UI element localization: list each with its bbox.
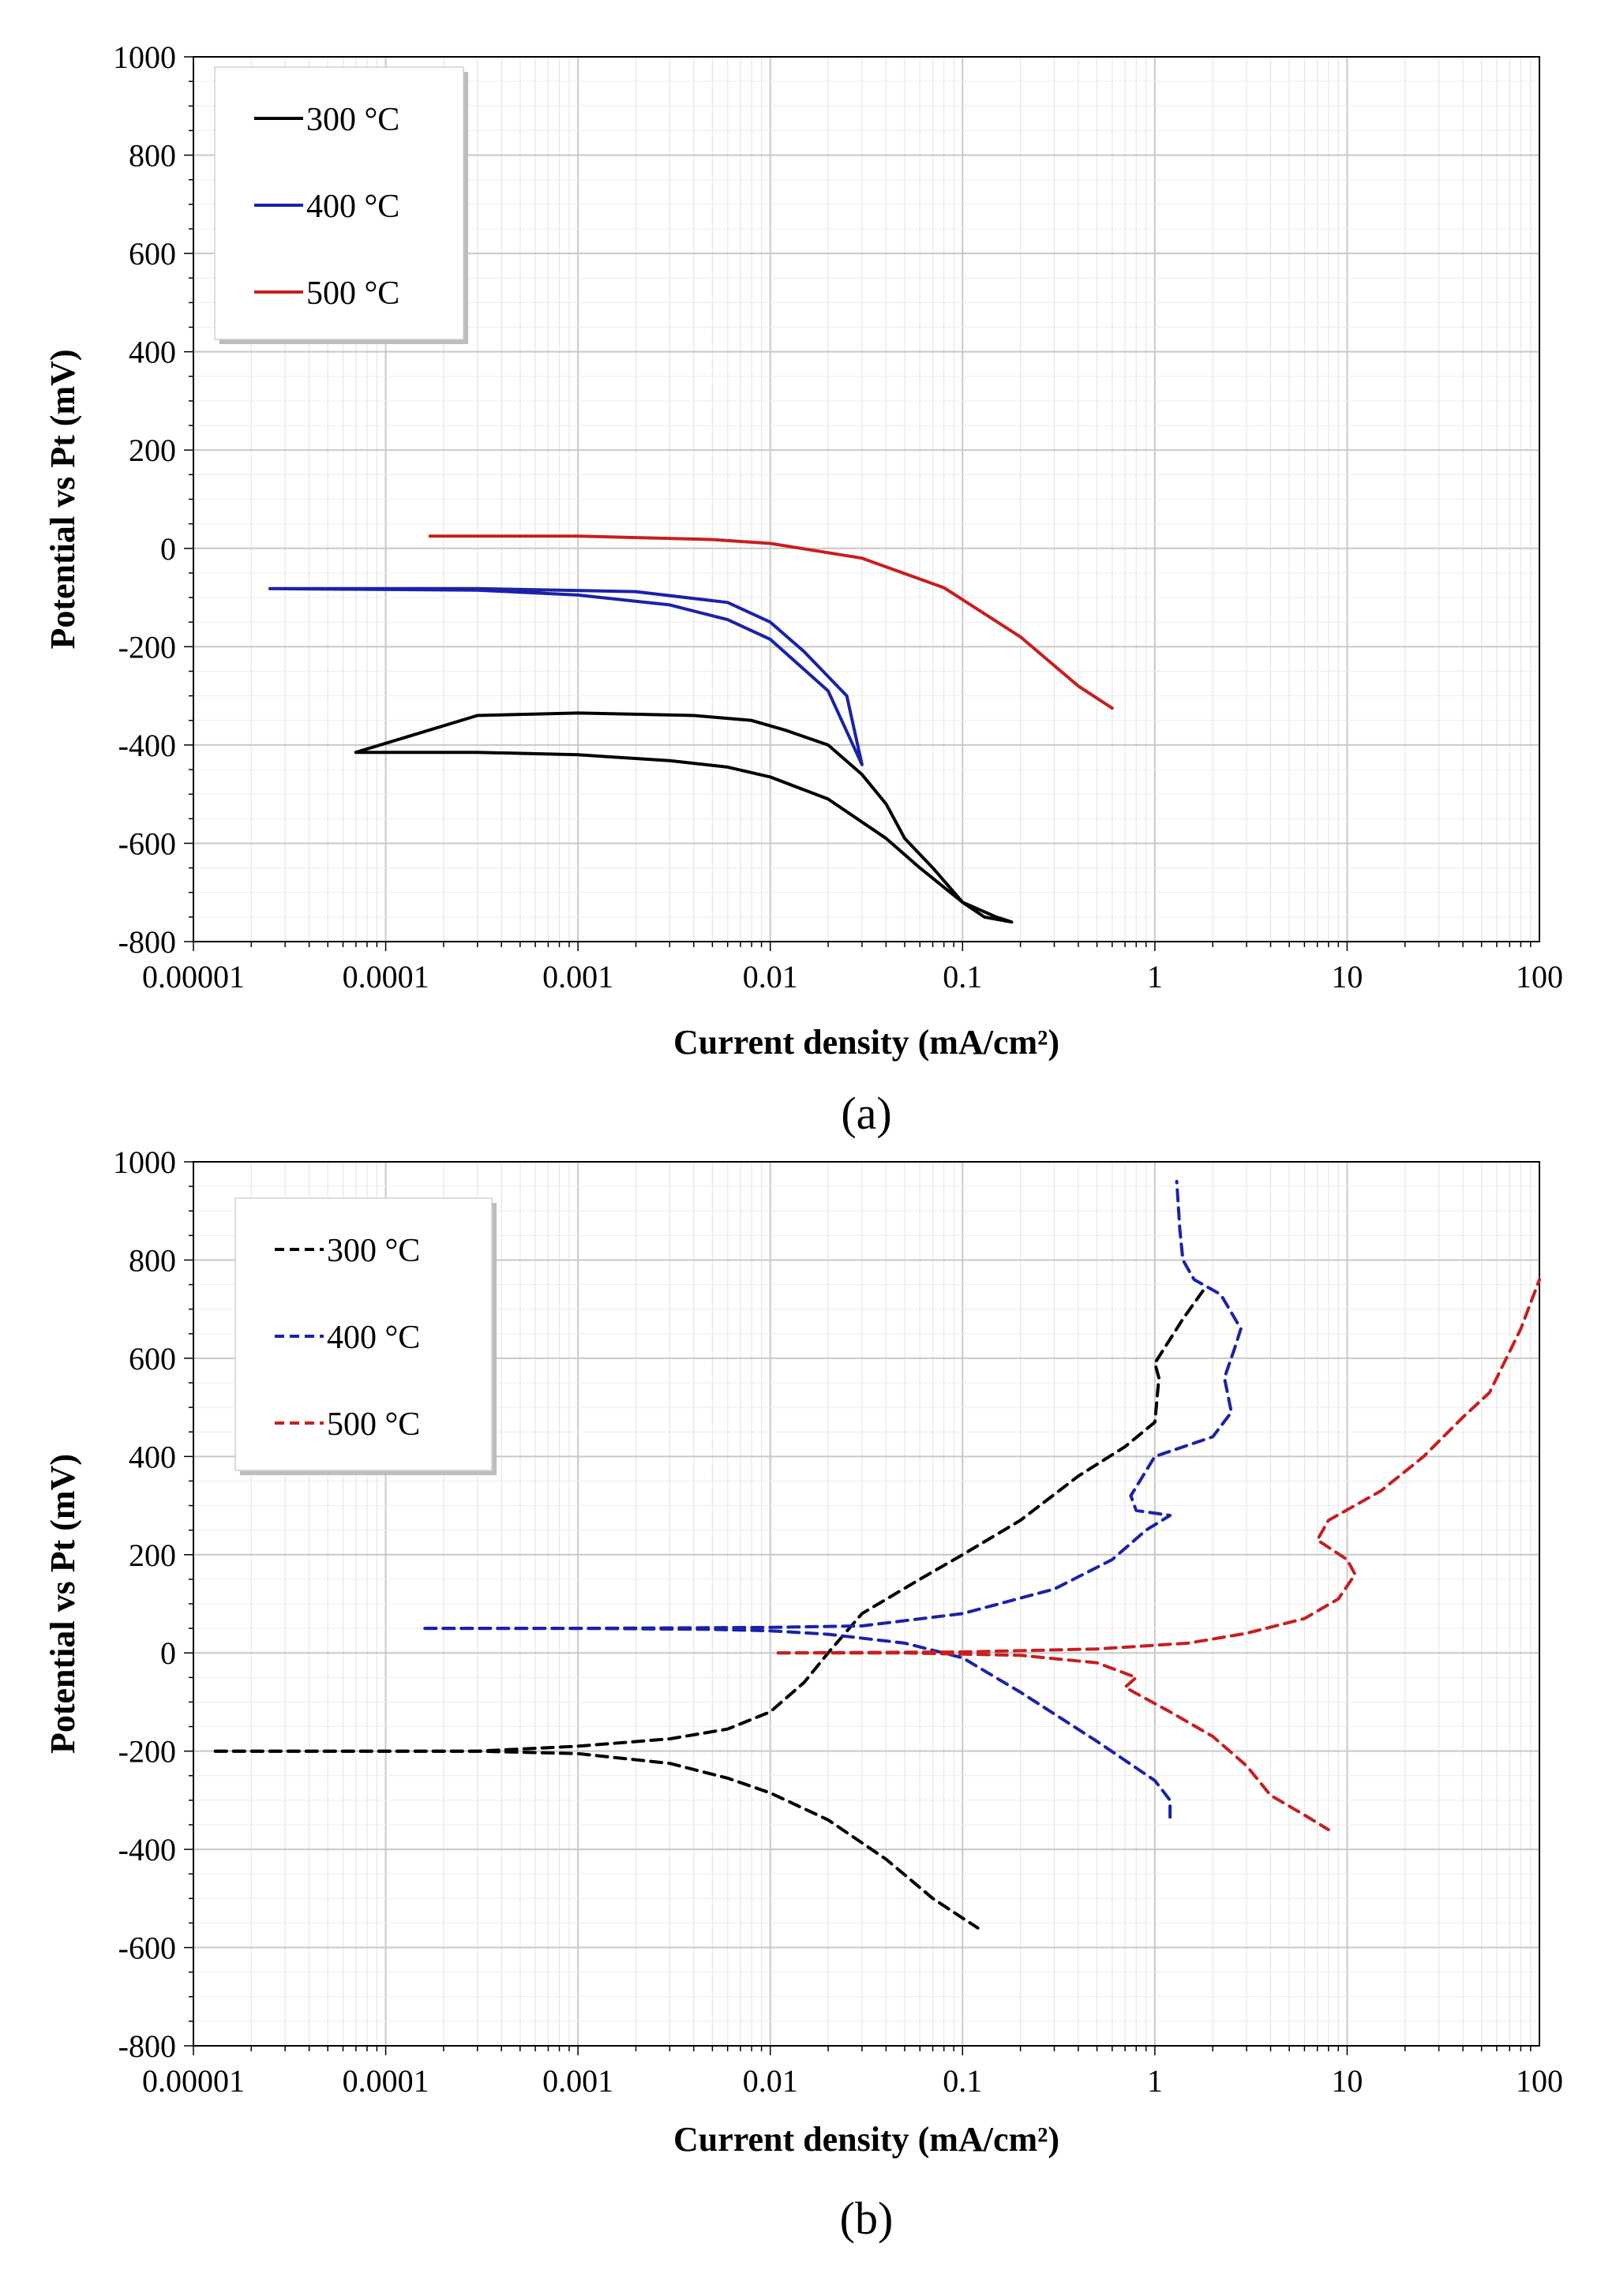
x-tick-label: 10 [1331,2063,1363,2099]
x-tick-label: 0.00001 [142,2063,245,2099]
legend-label: 400 °C [327,1320,420,1356]
series-400C [268,586,864,766]
caption-b: (b) [840,2193,894,2244]
y-tick-label: -800 [118,2028,176,2064]
series-300C [354,711,1014,924]
y-axis-title-b: Potential vs Pt (mV) [43,1454,82,1754]
series-line-300C [354,711,1014,924]
y-tick-label: 400 [129,335,176,370]
y-tick-label: -400 [118,728,176,763]
y-tick-label: 0 [160,531,176,567]
legend-label: 300 °C [327,1233,420,1269]
series-400C [423,1179,1243,1822]
x-tick-label: 0.00001 [142,959,245,994]
caption-a: (a) [841,1088,891,1139]
x-tick-label: 0.001 [542,959,613,994]
series-line-400C-branch-1 [423,1627,1172,1822]
x-tick-label: 1 [1147,2063,1163,2099]
x-tick-label: 0.01 [743,959,798,994]
y-tick-label: 200 [129,1538,176,1573]
y-tick-label: 800 [129,1242,176,1278]
series-line-500C [428,534,1114,710]
x-tick-label: 1 [1147,959,1163,994]
panel-b: 0.00001 0.0001 0.001 0.01 0.1 1 10 100 -800 -600 -… [43,1144,1563,2244]
x-tick-label: 0.0001 [343,2063,429,2099]
legend-box [214,66,464,340]
legend-label: 500 °C [306,275,399,312]
y-tick-label: 600 [129,1341,176,1376]
x-axis-title-a: Current density (mA/cm²) [673,1023,1059,1062]
legend-label: 400 °C [306,189,399,225]
y-tick-label: -400 [118,1832,176,1867]
legend-box [234,1197,493,1471]
legend-label: 300 °C [306,102,399,138]
series-line-400C-branch-2 [423,1179,1243,1631]
y-tick-label: -200 [118,1734,176,1770]
y-tick-label: 200 [129,433,176,468]
x-tick-label: 0.1 [943,959,982,994]
legend-b: 300 °C 400 °C 500 °C [234,1197,497,1475]
series-500C [428,534,1114,710]
y-tick-label: 800 [129,138,176,174]
y-tick-label: 600 [129,236,176,272]
x-tick-label: 100 [1516,2063,1563,2099]
x-tick-label: 10 [1331,959,1363,994]
series-line-300C-branch-2 [213,1287,1205,1753]
x-tick-label: 0.001 [542,2063,613,2099]
y-tick-label: -800 [118,924,176,960]
series-line-300C-branch-1 [213,1749,980,1930]
series-500C [776,1278,1541,1832]
y-tick-label: 0 [160,1635,176,1671]
series-line-500C-branch-1 [776,1651,1330,1832]
series-300C [213,1287,1205,1930]
legend-label: 500 °C [327,1406,420,1443]
x-tick-label: 0.01 [743,2063,798,2099]
y-axis-title-a: Potential vs Pt (mV) [43,349,82,649]
x-tick-label: 100 [1516,959,1563,994]
y-tick-label: 1000 [113,1144,176,1180]
series-line-500C-branch-2 [776,1278,1541,1655]
y-tick-label: 400 [129,1439,176,1474]
x-axis-title-b: Current density (mA/cm²) [673,2120,1059,2159]
x-tick-label: 0.0001 [343,959,429,994]
x-tick-label: 0.1 [943,2063,982,2099]
series-line-400C [268,586,864,766]
legend-a: 300 °C 400 °C 500 °C [214,66,468,344]
y-tick-label: -600 [118,1931,176,1966]
y-tick-label: -600 [118,826,176,861]
panel-a: 0.00001 0.0001 0.001 0.01 0.1 1 10 100 -800 -600 -… [43,39,1563,1139]
y-tick-label: -200 [118,629,176,665]
y-tick-label: 1000 [113,39,176,75]
